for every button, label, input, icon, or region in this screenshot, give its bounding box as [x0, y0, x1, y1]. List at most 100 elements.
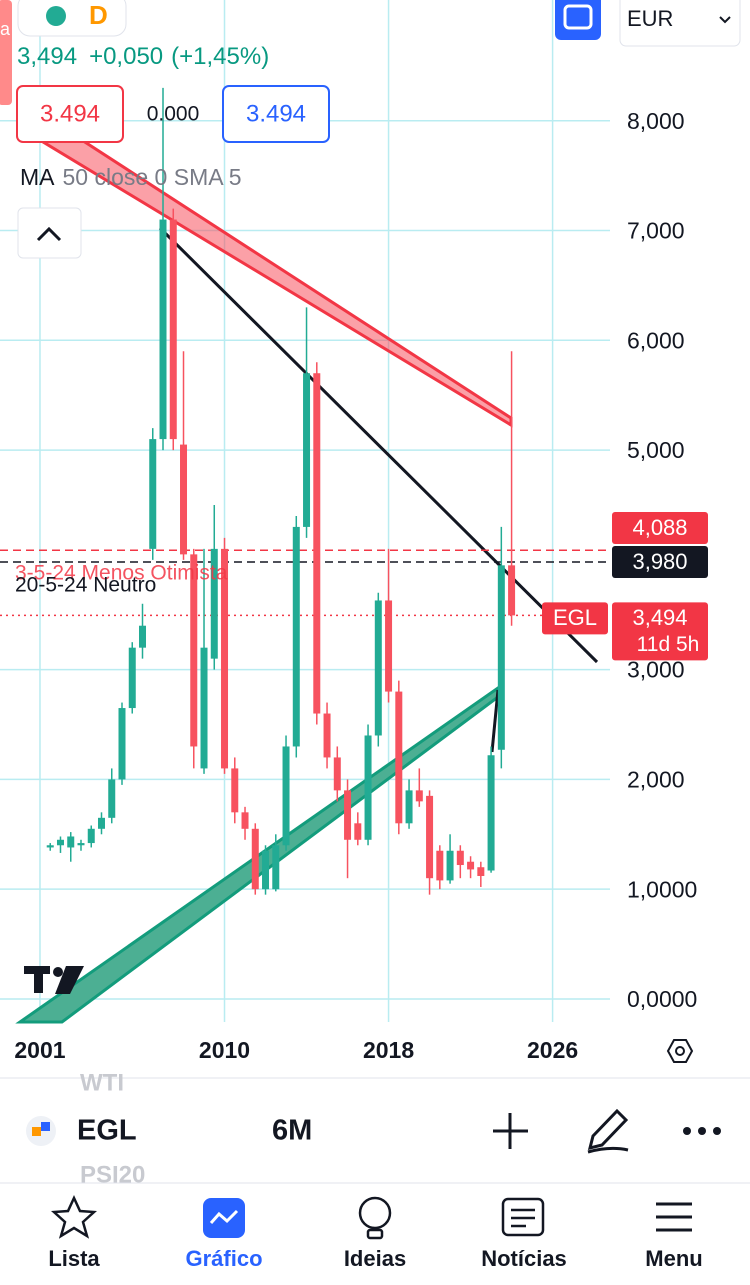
price-label-box [612, 546, 708, 579]
candle-body [241, 812, 249, 829]
nav-icon-news [501, 1197, 545, 1237]
annotation: 20-5-24 Neutro [15, 574, 156, 597]
candle-body [446, 850, 454, 881]
side-tag[interactable] [0, 0, 12, 105]
nav-icon-idea [358, 1196, 392, 1230]
chevron-up [36, 226, 62, 242]
price-label: 4,088 [632, 515, 687, 540]
nav-icon-chart-line [209, 1209, 239, 1224]
candle-body [56, 839, 64, 846]
candle-body [262, 850, 270, 890]
candle-body [118, 708, 126, 780]
candle-body [436, 850, 444, 881]
candle-body [108, 779, 116, 818]
x-tick-label: 2010 [199, 1037, 250, 1063]
y-tick-label: 2,000 [627, 766, 685, 792]
change: +0,050 [89, 43, 163, 70]
price: 3,494 [17, 43, 77, 70]
indicator-params: 50 close 0 SMA 5 [63, 164, 242, 190]
black-segment [490, 689, 500, 753]
price-label: 3,980 [632, 549, 687, 574]
symbol-icon-part [41, 1122, 50, 1131]
pill-letter: D [89, 0, 108, 30]
annotation: 3-5-24 Menos Otimista [15, 562, 228, 585]
axes: 0,0000 1,0000 2,000 3,000 5,000 6,000 7,000 8,0… [14, 108, 697, 1063]
nav-item[interactable]: Menu [645, 1246, 702, 1271]
candle-body [128, 647, 136, 709]
interval[interactable]: 6M [272, 1115, 312, 1147]
candle-body [272, 845, 280, 890]
status-pill[interactable] [17, 0, 127, 37]
candle-body [344, 790, 352, 840]
quote: 3,494 +0,050 (+1,45%) [17, 43, 269, 70]
candles [46, 87, 516, 895]
side-tag-text: a [0, 19, 11, 39]
sell-button[interactable] [16, 85, 124, 143]
draw-button[interactable] [587, 1108, 629, 1154]
settings-icon [675, 1046, 685, 1056]
tv-logo [24, 966, 84, 994]
symbol[interactable]: EGL [77, 1115, 137, 1147]
nav-labels: Lista Gráfico Ideias Notícias Menu [48, 1246, 702, 1271]
candle-body [487, 755, 495, 871]
candle-body [385, 600, 393, 692]
buy-button[interactable] [222, 85, 330, 143]
symbol-label: EGL [553, 605, 597, 630]
candle-body [364, 735, 372, 840]
nav-bar [0, 1184, 750, 1280]
candle-body [221, 548, 229, 769]
candle-body [180, 444, 188, 555]
candle-body [354, 823, 362, 840]
fullscreen-button[interactable] [555, 0, 601, 40]
candle-body [190, 554, 198, 747]
nav-icon-star [50, 1195, 98, 1239]
candle-body [231, 768, 239, 813]
candle-body [497, 565, 505, 750]
nav-item[interactable]: Lista [48, 1246, 100, 1271]
price-lines [0, 549, 610, 617]
indicator: MA 50 close 0 SMA 5 [20, 164, 242, 190]
y-tick-label: 8,000 [627, 108, 685, 134]
candle-body [477, 867, 485, 876]
dropdown-caret [719, 16, 731, 24]
x-tick-label: 2001 [14, 1037, 65, 1063]
candle-body [282, 746, 290, 846]
candle-body [303, 373, 311, 527]
collapse-button[interactable] [17, 207, 82, 259]
ghost-symbol: WTI [80, 1069, 124, 1096]
price-label-box [612, 512, 708, 545]
bid: 3.494 [40, 100, 100, 127]
more-button[interactable] [683, 1127, 721, 1135]
nav-item[interactable]: Ideias [344, 1246, 406, 1271]
symbol-label-box [542, 602, 608, 635]
price-label: 3,494 [632, 605, 687, 630]
fullscreen-icon [563, 4, 593, 30]
candle-body [46, 845, 54, 848]
settings-button[interactable] [666, 1039, 694, 1063]
candle-body [508, 565, 516, 616]
y-tick-label: 1,0000 [627, 876, 697, 902]
black-trend-line [158, 226, 599, 664]
y-tick-label: 6,000 [627, 327, 685, 353]
currency-dropdown[interactable] [619, 0, 741, 47]
candle-body [149, 439, 157, 549]
change-pct: (+1,45%) [171, 43, 269, 70]
candle-body [251, 828, 259, 890]
nav-item[interactable]: Gráfico [185, 1246, 262, 1271]
y-tick-label: 5,000 [627, 437, 685, 463]
candle-body [426, 795, 434, 879]
indicator-name: MA [20, 164, 55, 190]
candle-body [405, 790, 413, 824]
status-dot [46, 6, 66, 26]
nav-icon-idea-base [366, 1228, 384, 1240]
candle-body [159, 219, 167, 440]
nav-item[interactable]: Notícias [481, 1246, 567, 1271]
y-tick-label: 3,000 [627, 657, 685, 683]
countdown: 11d 5h [637, 633, 700, 656]
candle-body [97, 817, 105, 829]
add-button[interactable] [493, 1113, 528, 1149]
candle-body [292, 526, 300, 747]
candle-body [169, 219, 177, 440]
candle-body [313, 373, 321, 714]
spread: 0.000 [147, 103, 200, 126]
